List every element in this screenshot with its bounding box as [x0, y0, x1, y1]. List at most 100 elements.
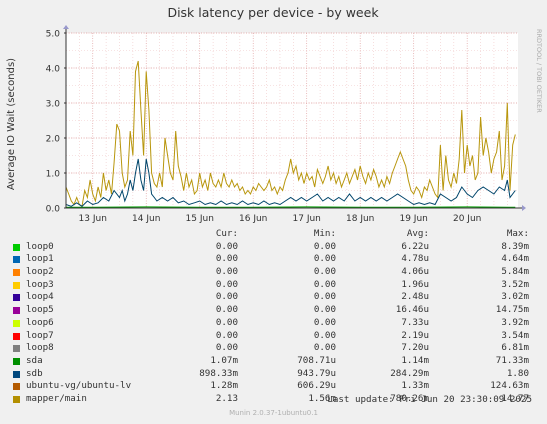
legend-name: loop0 [26, 240, 54, 252]
legend-name: loop1 [26, 253, 54, 265]
legend-max: 3.54m [501, 329, 529, 341]
x-tick-label: 16 Jun [239, 214, 267, 224]
legend-min: 0.00 [313, 278, 336, 290]
last-update: Last update: Fri Jun 20 23:30:09 2025 [327, 394, 532, 405]
legend-avg: 16.46u [395, 304, 429, 316]
legend-header-cur: Cur: [215, 228, 238, 239]
legend-swatch [13, 345, 20, 353]
legend-swatch [13, 357, 20, 365]
legend-name: sdb [26, 367, 43, 379]
y-axis-label: Average IO Wait (seconds) [6, 58, 17, 190]
legend-min: 0.00 [313, 304, 336, 316]
legend-avg: 4.78u [401, 253, 429, 265]
legend-row: loop6 0.00 0.00 7.33u 3.92m [10, 317, 540, 330]
legend-row: loop2 0.00 0.00 4.06u 5.84m [10, 266, 540, 279]
legend-cur: 1.28m [210, 380, 238, 392]
legend-swatch [13, 281, 20, 289]
legend-swatch [13, 332, 20, 340]
legend-avg: 780.26m [390, 392, 429, 404]
legend-name: mapper/main [26, 392, 87, 404]
legend-avg: 4.06u [401, 266, 429, 278]
legend-cur: 0.00 [215, 253, 238, 265]
legend: Cur: Min: Avg: Max: loop0 0.00 0.00 6.22u 8.… [10, 228, 540, 406]
legend-header-max: Max: [506, 228, 529, 239]
legend-rows: loop0 0.00 0.00 6.22u 8.39m loop1 0.00 0.00 4.78… [10, 241, 540, 406]
y-tick-label: 0.0 [46, 205, 61, 215]
legend-swatch [13, 243, 20, 251]
legend-avg: 2.48u [401, 291, 429, 303]
legend-cur: 0.00 [215, 342, 238, 354]
x-tick-label: 19 Jun [399, 214, 427, 224]
legend-header: Cur: Min: Avg: Max: [10, 228, 540, 241]
legend-swatch [13, 395, 20, 403]
legend-max: 14.75m [495, 304, 529, 316]
legend-min: 0.00 [313, 240, 336, 252]
legend-max: 3.02m [501, 291, 529, 303]
legend-name: loop3 [26, 278, 54, 290]
legend-avg: 7.20u [401, 342, 429, 354]
legend-row: mapper/main 2.13 1.56m 780.26m 14.77 [10, 393, 540, 406]
legend-min: 0.00 [313, 266, 336, 278]
legend-cur: 0.00 [215, 278, 238, 290]
legend-min: 606.29u [297, 380, 336, 392]
legend-max: 71.33m [495, 354, 529, 366]
series-line [65, 158, 516, 207]
legend-cur: 0.00 [215, 329, 238, 341]
x-tick-label: 15 Jun [186, 214, 214, 224]
legend-min: 0.00 [313, 316, 336, 328]
legend-row: loop5 0.00 0.00 16.46u 14.75m [10, 304, 540, 317]
axes: 0.0 1.0 2.0 3.0 4.0 5.0 13 Jun 14 Jun 15 Jun 16 J… [46, 25, 526, 224]
legend-swatch [13, 269, 20, 277]
legend-avg: 1.96u [401, 278, 429, 290]
legend-swatch [13, 319, 20, 327]
legend-row: ubuntu-vg/ubuntu-lv 1.28m 606.29u 1.33m 124.… [10, 380, 540, 393]
x-tick-label: 14 Jun [132, 214, 160, 224]
x-tick-label: 17 Jun [293, 214, 321, 224]
legend-name: loop5 [26, 304, 54, 316]
x-tick-label: 20 Jun [453, 214, 481, 224]
y-tick-label: 3.0 [46, 100, 61, 110]
series-group [65, 60, 516, 208]
legend-row: sdb 898.33m 943.79u 284.29m 1.80 [10, 368, 540, 381]
legend-max: 1.80 [506, 367, 529, 379]
legend-min: 1.56m [308, 392, 336, 404]
legend-row: loop8 0.00 0.00 7.20u 6.81m [10, 342, 540, 355]
legend-max: 6.81m [501, 342, 529, 354]
legend-cur: 2.13 [215, 392, 238, 404]
y-tick-label: 2.0 [46, 135, 61, 145]
legend-min: 0.00 [313, 253, 336, 265]
legend-max: 8.39m [501, 240, 529, 252]
chart-title: Disk latency per device - by week [167, 5, 379, 20]
legend-min: 0.00 [313, 291, 336, 303]
legend-row: loop3 0.00 0.00 1.96u 3.52m [10, 279, 540, 292]
y-tick-label: 5.0 [46, 30, 61, 40]
legend-min: 0.00 [313, 342, 336, 354]
legend-cur: 0.00 [215, 240, 238, 252]
legend-avg: 284.29m [390, 367, 429, 379]
legend-cur: 1.07m [210, 354, 238, 366]
footer-version: Munin 2.0.37-1ubuntu0.1 [229, 409, 318, 417]
legend-min: 943.79u [297, 367, 336, 379]
legend-min: 708.71u [297, 354, 336, 366]
legend-swatch [13, 370, 20, 378]
legend-swatch [13, 294, 20, 302]
y-tick-label: 1.0 [46, 170, 61, 180]
legend-name: loop7 [26, 329, 54, 341]
legend-max: 124.63m [490, 380, 529, 392]
y-axis-arrow [63, 25, 69, 29]
legend-header-min: Min: [313, 228, 336, 239]
chart: Disk latency per device - by week Averag… [6, 5, 543, 224]
legend-max: 3.52m [501, 278, 529, 290]
legend-cur: 0.00 [215, 304, 238, 316]
legend-name: loop2 [26, 266, 54, 278]
legend-avg: 1.14m [401, 354, 429, 366]
rrdtool-credit: RRDTOOL / TOBI OETIKER [535, 29, 543, 113]
legend-row: loop1 0.00 0.00 4.78u 4.64m [10, 253, 540, 266]
legend-name: loop8 [26, 342, 54, 354]
legend-cur: 0.00 [215, 316, 238, 328]
x-tick-label: 18 Jun [346, 214, 374, 224]
legend-avg: 2.19u [401, 329, 429, 341]
legend-avg: 7.33u [401, 316, 429, 328]
legend-name: loop6 [26, 316, 54, 328]
legend-row: sda 1.07m 708.71u 1.14m 71.33m [10, 355, 540, 368]
